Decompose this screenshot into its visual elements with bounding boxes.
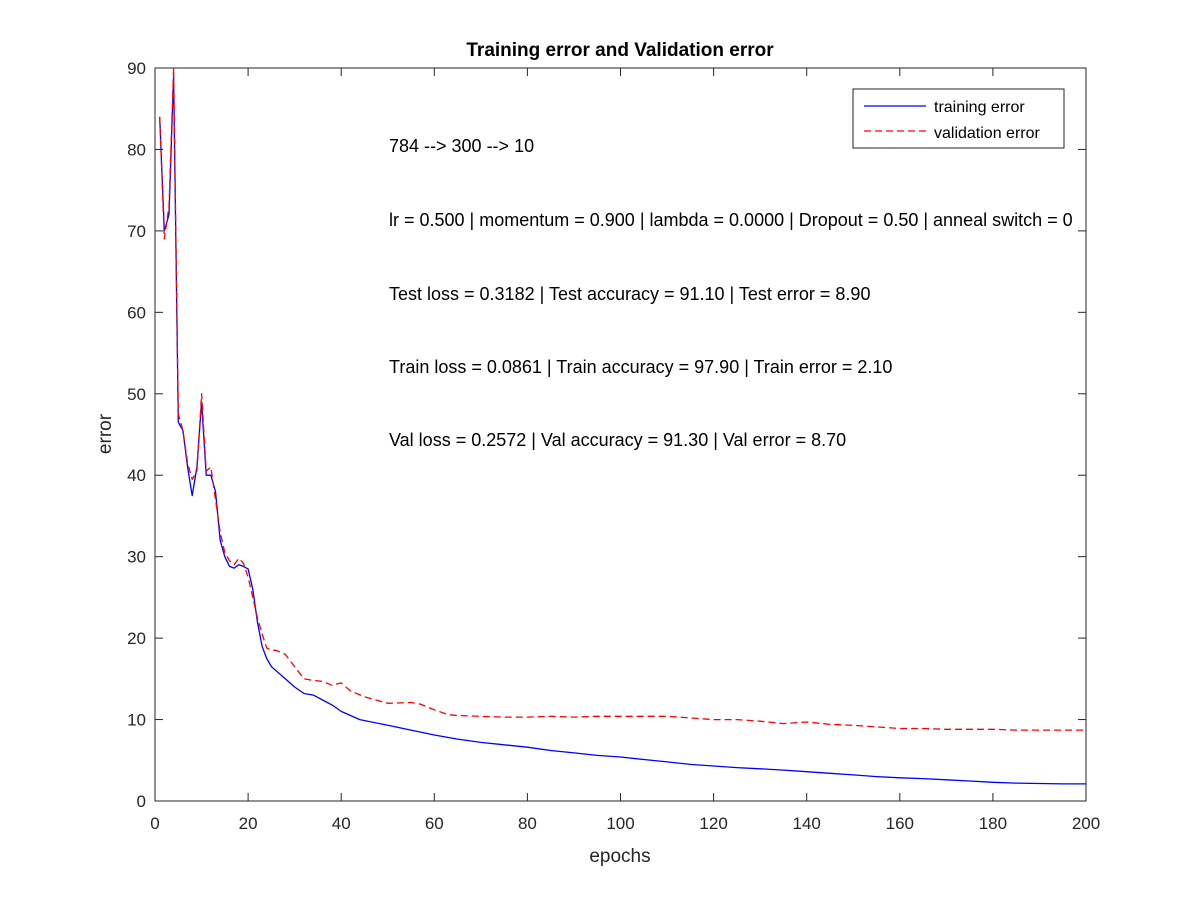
y-tick-label: 70 [127,222,146,241]
annotation-line: lr = 0.500 | momentum = 0.900 | lambda =… [389,210,1073,230]
x-axis-label: epochs [589,846,650,867]
axis-ticks: 0 20 40 60 80 100 120 140 160 180 200 0 10 20 30 40 50 60… [127,59,1100,833]
chart-title: Training error and Validation error [466,40,774,61]
y-tick-label: 0 [137,792,146,811]
annotations: 784 --> 300 --> 10 lr = 0.500 | momentum … [389,136,1073,450]
y-tick-label: 90 [127,59,146,78]
annotation-line: Val loss = 0.2572 | Val accuracy = 91.30… [389,430,846,450]
y-tick-label: 50 [127,385,146,404]
x-tick-label: 180 [979,814,1007,833]
legend-label-training-error: training error [934,99,1025,116]
x-tick-label: 120 [699,814,727,833]
data-lines [159,67,1086,785]
annotation-line: 784 --> 300 --> 10 [389,136,534,156]
legend-label-validation-error: validation error [934,125,1041,142]
x-tick-label: 80 [518,814,537,833]
x-tick-label: 60 [425,814,444,833]
x-tick-label: 20 [239,814,258,833]
y-axis-label: error [95,413,116,454]
legend-box [852,88,1065,149]
y-tick-label: 80 [127,140,146,159]
annotation-line: Train loss = 0.0861 | Train accuracy = 9… [389,357,892,377]
x-tick-label: 0 [150,814,159,833]
x-tick-label: 200 [1072,814,1100,833]
y-tick-label: 30 [127,548,146,567]
x-tick-label: 160 [886,814,914,833]
y-tick-label: 40 [127,466,146,485]
y-tick-label: 60 [127,303,146,322]
series-line-training-error [159,75,1086,785]
x-tick-label: 140 [793,814,821,833]
series-line-validation-error [159,67,1086,731]
plot-area [154,67,1087,802]
x-tick-label: 100 [606,814,634,833]
x-tick-label: 40 [332,814,351,833]
y-tick-label: 10 [127,711,146,730]
annotation-line: Test loss = 0.3182 | Test accuracy = 91.… [389,284,870,304]
y-tick-label: 20 [127,629,146,648]
legend: training error validation error [852,88,1065,149]
